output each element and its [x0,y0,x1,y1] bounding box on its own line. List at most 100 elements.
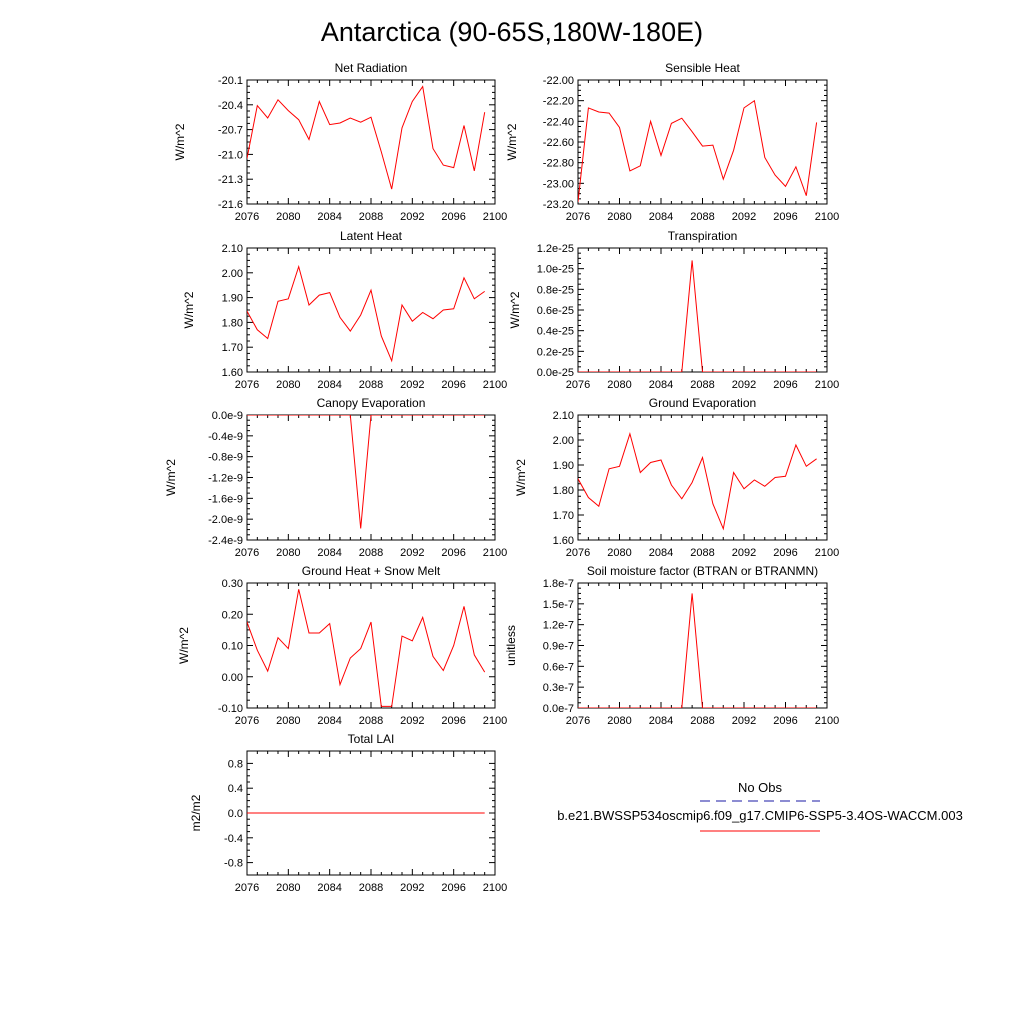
y-tick-label: 0.8 [228,758,243,770]
x-tick-label: 2080 [607,211,631,223]
x-tick-label: 2092 [400,211,424,223]
x-tick-label: 2076 [235,211,259,223]
x-tick-label: 2096 [773,547,797,559]
panel-title: Soil moisture factor (BTRAN or BTRANMN) [587,564,818,578]
y-tick-label: -23.00 [543,178,574,190]
y-tick-label: -0.10 [218,703,243,715]
y-tick-label: 1.2e-25 [537,243,574,255]
x-tick-label: 2084 [649,211,673,223]
x-tick-label: 2076 [235,715,259,727]
x-tick-label: 2100 [815,715,839,727]
x-tick-label: 2084 [649,379,673,391]
x-tick-label: 2096 [773,211,797,223]
panel-title: Transpiration [668,229,738,243]
plot-frame [246,414,496,541]
x-tick-label: 2076 [566,547,590,559]
x-tick-label: 2088 [359,379,383,391]
x-tick-label: 2080 [607,715,631,727]
series-line [247,415,485,529]
y-tick-label: 2.10 [553,410,574,422]
x-tick-label: 2092 [732,715,756,727]
y-tick-label: -21.0 [218,149,243,161]
y-tick-label: 2.00 [222,268,243,280]
x-tick-label: 2084 [649,547,673,559]
y-tick-label: 1.70 [222,342,243,354]
legend-obs-label: No Obs [738,780,783,795]
x-tick-label: 2088 [690,547,714,559]
x-tick-label: 2096 [441,211,465,223]
x-tick-label: 2092 [400,715,424,727]
y-axis-label: W/m^2 [505,123,519,160]
panel-1: Net Radiation W/m^2 2076 2080 2084 2088 2092 20… [173,61,507,223]
panel-title: Sensible Heat [665,61,740,75]
x-tick-label: 2096 [441,715,465,727]
series-line [247,589,486,707]
x-tick-label: 2100 [483,211,507,223]
legend-case-label: b.e21.BWSSP534oscmip6.f09_g17.CMIP6-SSP5… [557,808,963,823]
y-tick-label: -22.60 [543,137,574,149]
y-tick-label: 1.0e-25 [537,264,574,276]
y-tick-label: -22.20 [543,96,574,108]
panel-title: Canopy Evaporation [317,396,426,410]
x-tick-label: 2088 [359,715,383,727]
panel-5: Canopy Evaporation W/m^2 2076 2080 2084 2088 2… [164,396,507,559]
y-tick-label: -21.6 [218,199,243,211]
panel-7: Ground Heat + Snow Melt W/m^2 2076 2080 2084… [177,564,507,727]
panel-9: Total LAI m2/m2 2076 2080 2084 2088 2092 2096 21… [189,732,507,894]
plot-frame [577,247,828,373]
y-tick-label: -2.4e-9 [208,535,243,547]
y-tick-label: -22.40 [543,116,574,128]
y-axis-label: unitless [504,625,518,666]
y-tick-label: 1.80 [222,317,243,329]
x-tick-label: 2076 [235,547,259,559]
y-tick-label: 0.6e-25 [537,305,574,317]
x-tick-label: 2092 [732,547,756,559]
x-tick-label: 2092 [400,547,424,559]
plot-frame [577,414,828,541]
y-tick-label: 0.2e-25 [537,346,574,358]
x-tick-label: 2080 [607,547,631,559]
y-tick-label: 0.10 [222,641,243,653]
y-tick-label: 1.90 [553,460,574,472]
x-tick-label: 2096 [773,379,797,391]
panel-8: Soil moisture factor (BTRAN or BTRANMN) u… [504,564,839,727]
x-tick-label: 2084 [317,211,341,223]
x-tick-label: 2100 [815,211,839,223]
x-tick-label: 2076 [235,379,259,391]
y-tick-label: 1.8e-7 [543,578,574,590]
x-tick-label: 2092 [400,379,424,391]
x-tick-label: 2076 [566,211,590,223]
x-tick-label: 2096 [773,715,797,727]
x-tick-label: 2080 [276,882,300,894]
y-axis-label: W/m^2 [182,291,196,328]
y-tick-label: -20.7 [218,125,243,137]
x-tick-label: 2084 [649,715,673,727]
legend: No Obs b.e21.BWSSP534oscmip6.f09_g17.CMI… [557,780,963,832]
y-tick-label: -22.80 [543,158,574,170]
panels: Net Radiation W/m^2 2076 2080 2084 2088 2092 20… [164,61,839,894]
x-tick-label: 2084 [317,379,341,391]
y-tick-label: 0.4e-25 [537,326,574,338]
y-tick-label: 1.60 [222,367,243,379]
panel-title: Total LAI [348,732,395,746]
y-axis-label: W/m^2 [177,627,191,664]
y-tick-label: -20.1 [218,75,243,87]
y-tick-label: 1.2e-7 [543,620,574,632]
y-axis-label: W/m^2 [173,123,187,160]
y-tick-label: 0.0e-25 [537,367,574,379]
plot-frame [577,582,828,709]
y-tick-label: 0.6e-7 [543,661,574,673]
x-tick-label: 2080 [276,379,300,391]
series-line [578,260,817,372]
y-tick-label: 1.80 [553,485,574,497]
x-tick-label: 2080 [276,715,300,727]
y-tick-label: -1.6e-9 [208,493,243,505]
x-tick-label: 2080 [607,379,631,391]
y-tick-label: -0.8 [224,858,243,870]
y-tick-label: 0.30 [222,578,243,590]
x-tick-label: 2096 [441,882,465,894]
y-tick-label: 0.0e-7 [543,703,574,715]
y-tick-label: 0.0 [228,808,243,820]
panel-4: Transpiration W/m^2 2076 2080 2084 2088 2092 20… [508,229,839,391]
x-tick-label: 2080 [276,211,300,223]
